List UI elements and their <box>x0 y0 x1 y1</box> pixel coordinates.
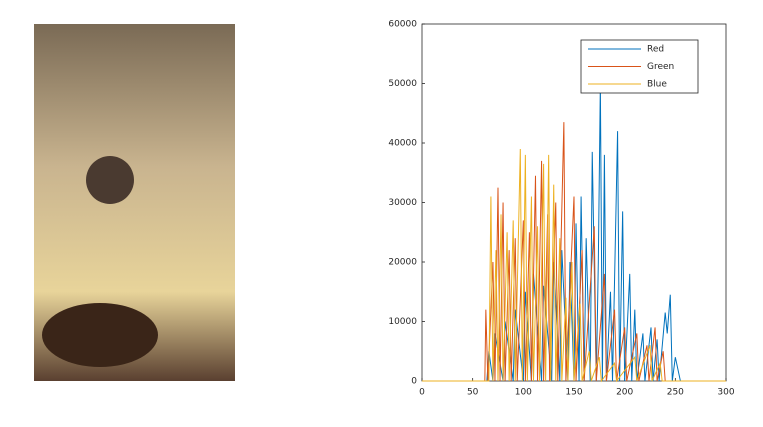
y-tick-label: 10000 <box>388 317 417 327</box>
photo-person <box>86 156 134 204</box>
legend-label: Red <box>647 45 664 55</box>
x-tick-label: 100 <box>515 388 532 398</box>
y-tick-label: 40000 <box>388 139 417 149</box>
legend-label: Blue <box>647 80 667 90</box>
x-tick-label: 150 <box>565 388 582 398</box>
x-tick-label: 0 <box>419 388 425 398</box>
y-tick-label: 60000 <box>388 20 417 30</box>
y-tick-label: 50000 <box>388 79 417 89</box>
y-tick-label: 0 <box>411 377 417 387</box>
series-line <box>422 122 726 382</box>
legend-label: Green <box>647 62 674 72</box>
series-line <box>422 148 726 383</box>
x-tick-label: 200 <box>616 388 633 398</box>
x-tick-label: 250 <box>667 388 684 398</box>
y-tick-label: 30000 <box>388 198 417 208</box>
y-tick-label: 20000 <box>388 258 417 268</box>
photo-cake <box>42 303 158 367</box>
x-tick-label: 300 <box>717 388 734 398</box>
x-tick-label: 50 <box>467 388 479 398</box>
